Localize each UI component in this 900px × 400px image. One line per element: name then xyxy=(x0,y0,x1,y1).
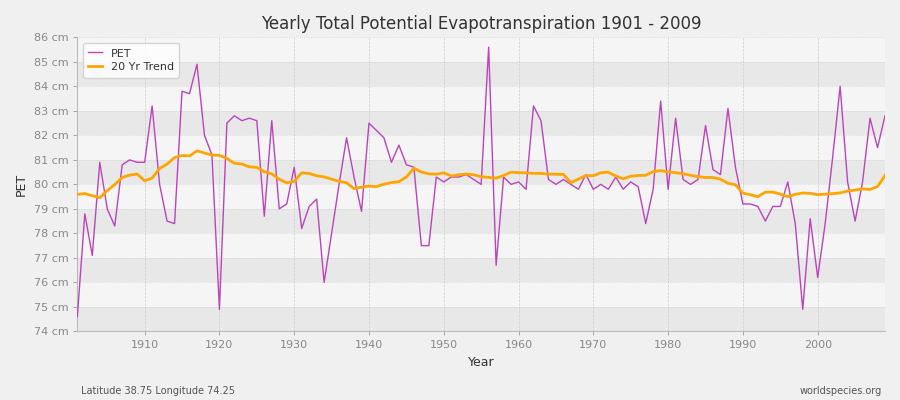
Text: Latitude 38.75 Longitude 74.25: Latitude 38.75 Longitude 74.25 xyxy=(81,386,235,396)
Title: Yearly Total Potential Evapotranspiration 1901 - 2009: Yearly Total Potential Evapotranspiratio… xyxy=(261,15,701,33)
Bar xyxy=(77,209,885,233)
20 Yr Trend xyxy=(520,170,531,175)
Bar xyxy=(77,258,885,282)
20 Yr Trend xyxy=(356,185,367,190)
Line: 20 Yr Trend: 20 Yr Trend xyxy=(77,151,885,198)
Bar xyxy=(77,86,885,111)
Line: PET: PET xyxy=(77,47,885,317)
20 Yr Trend xyxy=(140,178,150,183)
Text: worldspecies.org: worldspecies.org xyxy=(800,386,882,396)
PET xyxy=(879,113,890,118)
Bar xyxy=(77,184,885,209)
20 Yr Trend xyxy=(528,171,539,176)
PET xyxy=(296,226,307,231)
PET xyxy=(72,314,83,319)
PET xyxy=(131,160,142,165)
Bar xyxy=(77,307,885,332)
Bar xyxy=(77,160,885,184)
Bar xyxy=(77,111,885,135)
Bar xyxy=(77,135,885,160)
Bar xyxy=(77,37,885,62)
PET xyxy=(610,175,621,180)
PET xyxy=(341,136,352,140)
20 Yr Trend xyxy=(311,173,322,178)
PET xyxy=(483,45,494,50)
20 Yr Trend xyxy=(72,192,83,197)
20 Yr Trend xyxy=(618,176,629,181)
Bar xyxy=(77,62,885,86)
20 Yr Trend xyxy=(192,148,202,153)
Bar xyxy=(77,233,885,258)
X-axis label: Year: Year xyxy=(468,356,494,369)
Legend: PET, 20 Yr Trend: PET, 20 Yr Trend xyxy=(83,43,179,78)
20 Yr Trend xyxy=(879,173,890,178)
Bar xyxy=(77,282,885,307)
Y-axis label: PET: PET xyxy=(15,173,28,196)
PET xyxy=(513,180,524,184)
20 Yr Trend xyxy=(94,195,105,200)
PET xyxy=(520,187,531,192)
